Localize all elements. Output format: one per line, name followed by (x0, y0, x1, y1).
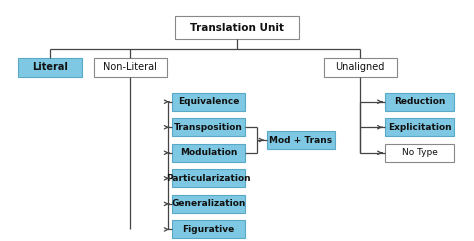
FancyBboxPatch shape (172, 169, 246, 187)
Text: Equivalence: Equivalence (178, 97, 239, 106)
FancyBboxPatch shape (172, 118, 246, 136)
FancyBboxPatch shape (385, 93, 454, 111)
Text: Explicitation: Explicitation (388, 123, 451, 132)
FancyBboxPatch shape (323, 58, 397, 77)
FancyBboxPatch shape (172, 144, 246, 162)
FancyBboxPatch shape (172, 93, 246, 111)
Text: Translation Unit: Translation Unit (190, 23, 284, 33)
Text: Non-Literal: Non-Literal (103, 62, 157, 73)
FancyBboxPatch shape (18, 58, 82, 77)
FancyBboxPatch shape (172, 220, 246, 239)
Text: Figurative: Figurative (182, 225, 235, 234)
Text: Transposition: Transposition (174, 123, 243, 132)
Text: Unaligned: Unaligned (336, 62, 385, 73)
Text: Reduction: Reduction (394, 97, 445, 106)
Text: No Type: No Type (401, 148, 438, 157)
Text: Particularization: Particularization (166, 174, 251, 183)
FancyBboxPatch shape (175, 16, 299, 39)
Text: Mod + Trans: Mod + Trans (269, 135, 333, 145)
Text: Generalization: Generalization (172, 199, 246, 208)
FancyBboxPatch shape (385, 118, 454, 136)
FancyBboxPatch shape (94, 58, 167, 77)
Text: Literal: Literal (32, 62, 68, 73)
FancyBboxPatch shape (266, 131, 336, 149)
FancyBboxPatch shape (172, 195, 246, 213)
Text: Modulation: Modulation (180, 148, 237, 157)
FancyBboxPatch shape (385, 144, 454, 162)
